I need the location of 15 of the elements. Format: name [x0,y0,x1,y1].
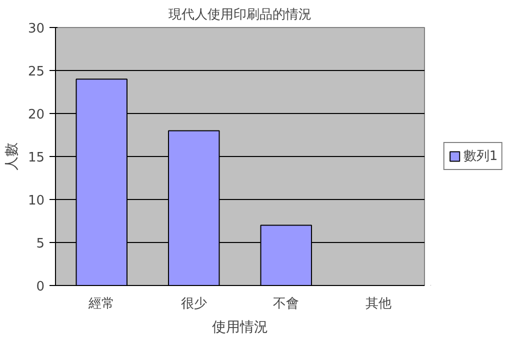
x-tick-label: 其他 [365,296,392,312]
y-tick-label: 20 [28,108,45,122]
y-axis-title: 人數 [4,142,20,170]
y-tick-label: 0 [36,280,45,294]
x-tick-label: 不會 [273,296,300,312]
chart-title: 現代人使用印刷品的情況 [168,8,312,22]
x-tick-label: 很少 [180,296,207,312]
y-tick-label: 25 [28,64,45,80]
y-tick-label: 15 [28,150,45,166]
x-tick-label: 經常 [88,296,115,312]
y-tick-label: 30 [28,22,45,36]
y-tick-label: 10 [28,194,45,208]
y-tick-label: 5 [36,236,45,252]
x-axis-title: 使用情況 [212,320,268,336]
legend-label: 數列1 [463,148,498,165]
